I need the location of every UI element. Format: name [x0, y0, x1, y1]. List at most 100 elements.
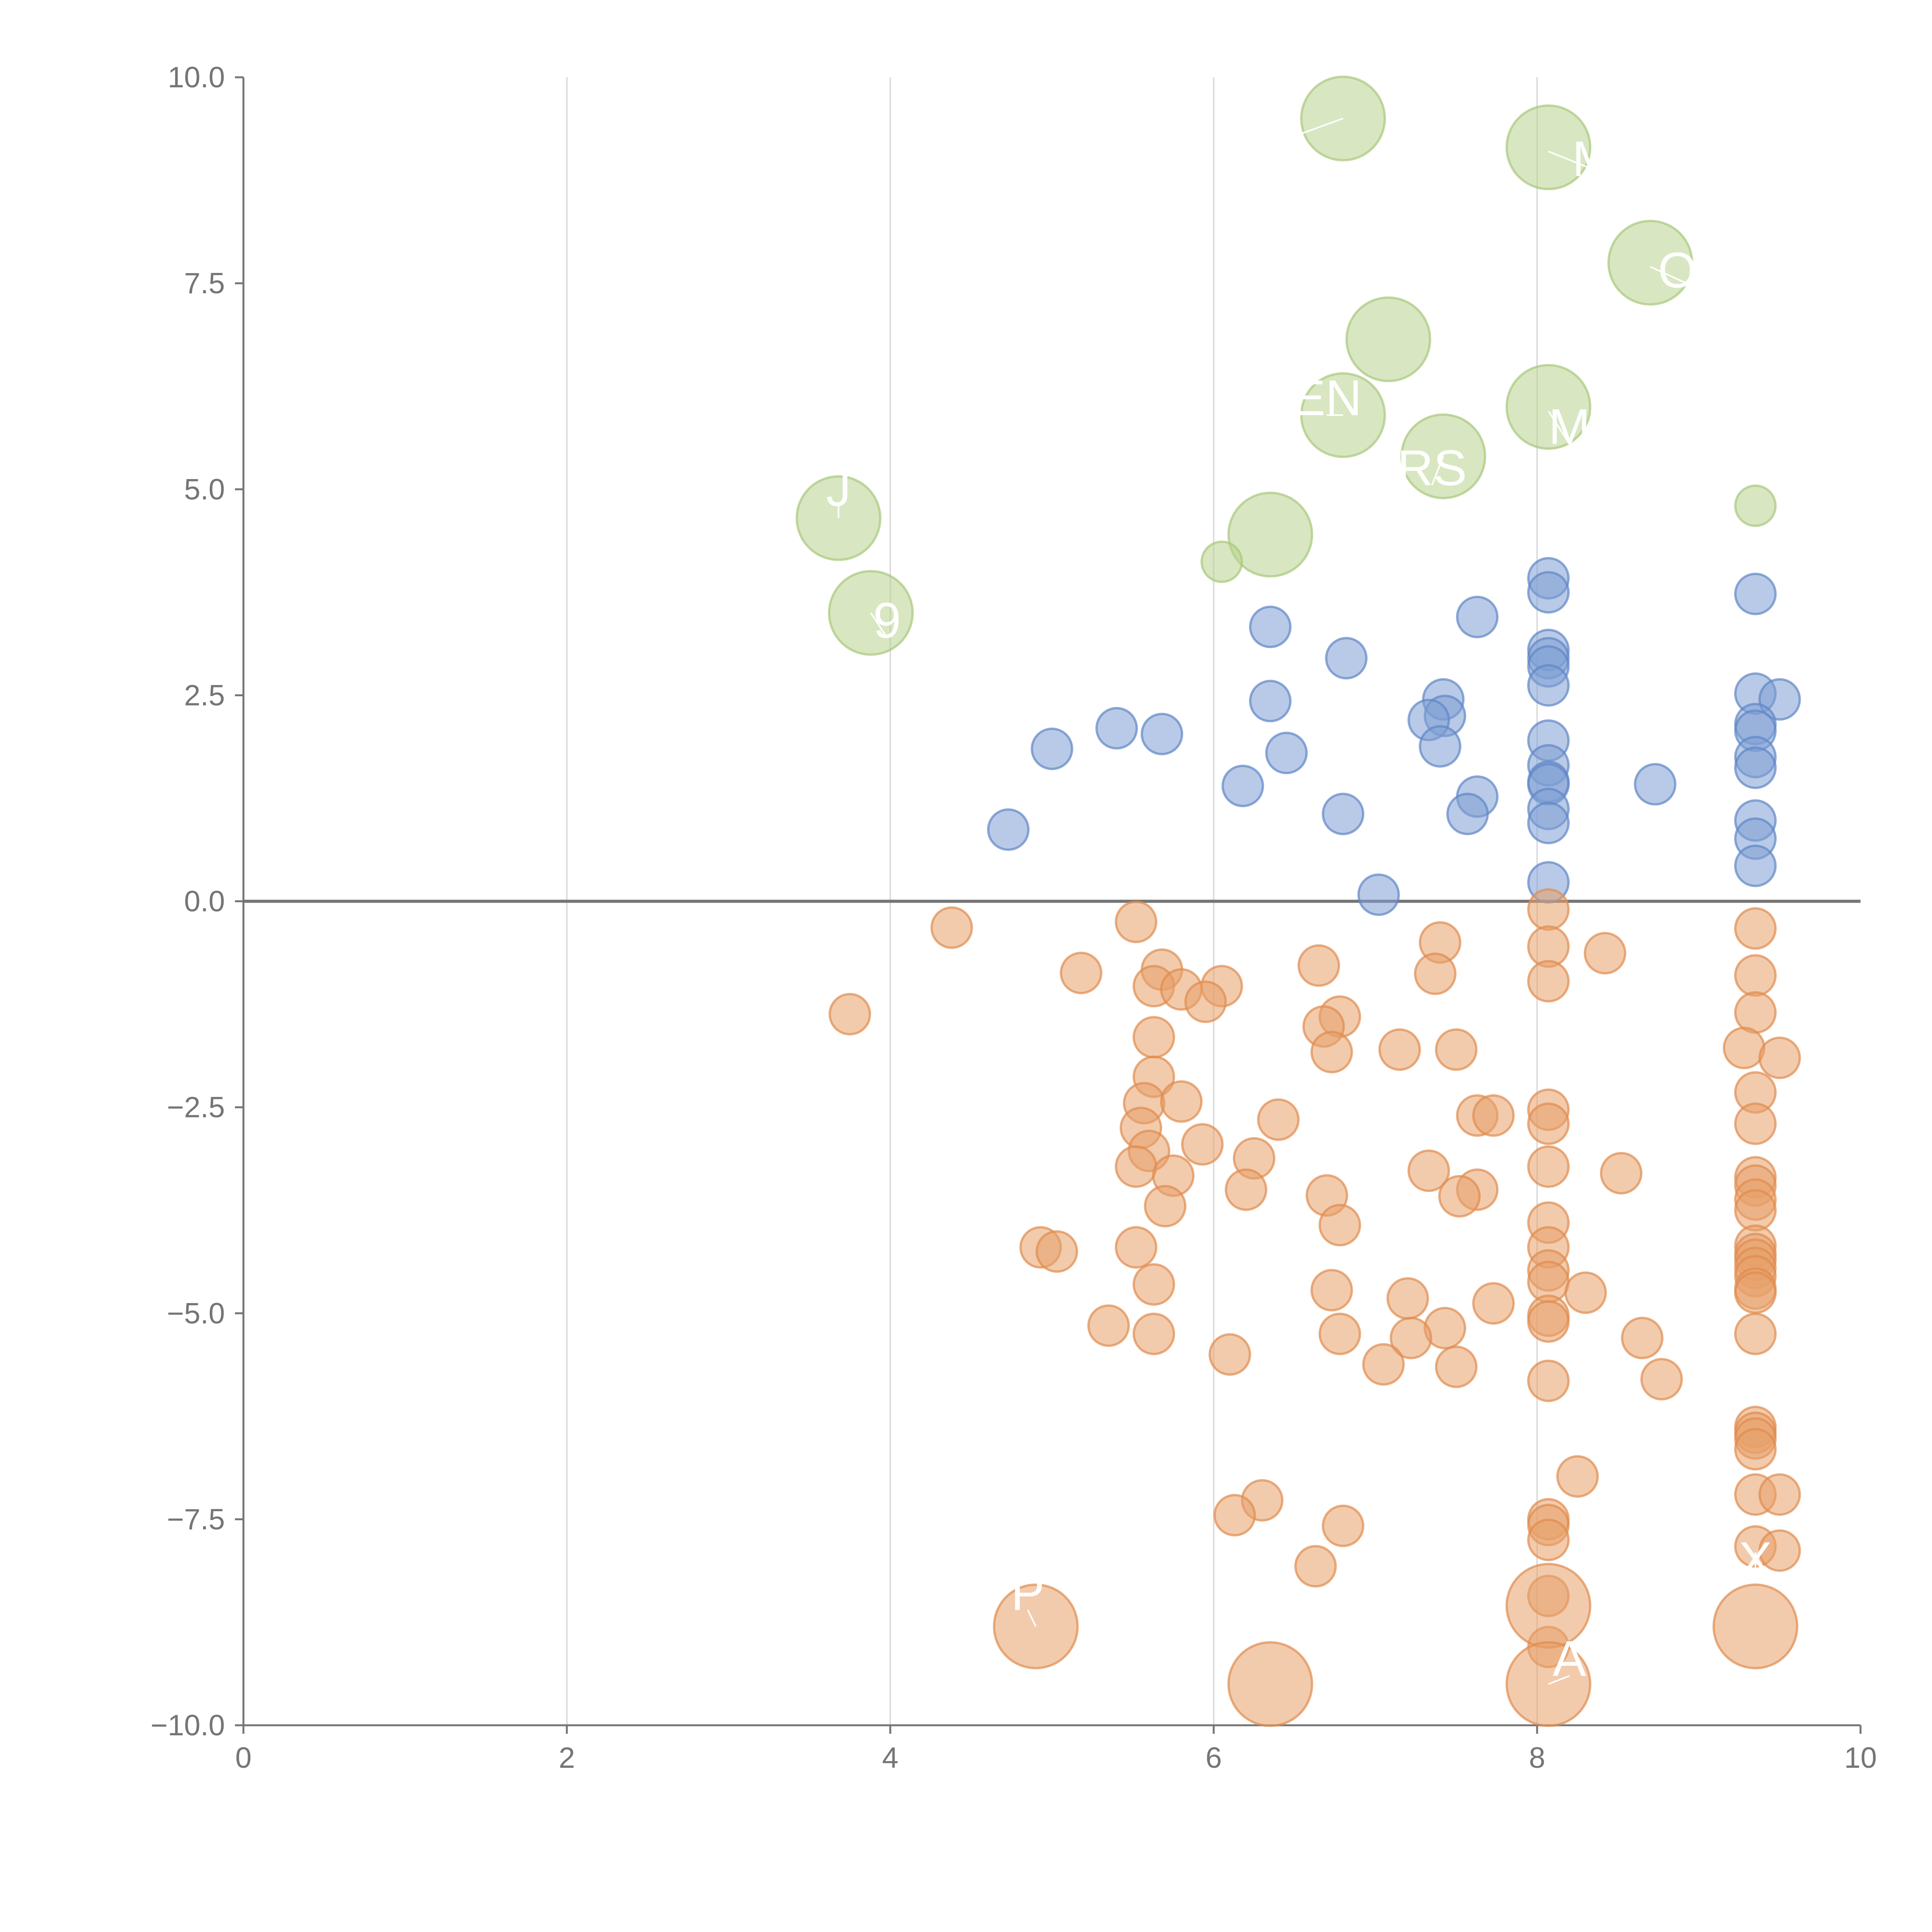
orange-point [1734, 1271, 1777, 1314]
y-tick-label: −2.5 [167, 1091, 225, 1124]
x-tick-label: 6 [1206, 1742, 1222, 1774]
blue-point [987, 808, 1030, 851]
orange-point [828, 993, 871, 1036]
y-tick-label: 10.0 [168, 61, 225, 94]
orange-point [1438, 1175, 1481, 1218]
label-leader-line [1548, 1675, 1570, 1685]
green-point [1505, 364, 1592, 450]
blue-point [1446, 793, 1489, 835]
y-tick-label: −5.0 [167, 1297, 225, 1330]
orange-point [1060, 952, 1102, 995]
point-label: M [1549, 398, 1590, 455]
y-tick-label: 0.0 [184, 885, 225, 918]
blue-point [1249, 605, 1292, 648]
point-label: MP [1572, 131, 1648, 187]
blue-point [1418, 725, 1461, 768]
y-tick-label: 5.0 [184, 473, 225, 506]
orange-point [1257, 1098, 1300, 1141]
green-point [1345, 296, 1431, 383]
orange-point [1556, 1455, 1599, 1498]
data-points [796, 75, 1801, 1727]
orange-point [1184, 980, 1227, 1023]
x-tick-label: 2 [559, 1742, 575, 1774]
orange-point [1115, 1226, 1158, 1269]
orange-point [1133, 1016, 1175, 1059]
y-tick-label: −10.0 [151, 1709, 225, 1742]
label-leader-line [1650, 266, 1696, 288]
orange-point [1414, 952, 1457, 995]
label-leader-line [1548, 151, 1611, 177]
blue-point [1634, 763, 1677, 806]
orange-point [1321, 1504, 1364, 1547]
orange-point [1734, 1189, 1777, 1232]
orange-point [1472, 1282, 1515, 1325]
orange-point [1208, 1333, 1251, 1376]
orange-point [1564, 1271, 1607, 1314]
blue-point [1141, 713, 1184, 755]
orange-point [1758, 1529, 1801, 1572]
orange-point [1298, 944, 1340, 987]
blue-point [1527, 664, 1570, 707]
point-label: X [1739, 1531, 1772, 1588]
orange-point [1734, 1102, 1777, 1145]
x-tick-label: 4 [882, 1742, 898, 1774]
orange-point [1758, 1473, 1801, 1516]
orange-point [1712, 1583, 1798, 1670]
orange-point [1734, 1313, 1777, 1355]
point-label: EN [1292, 369, 1362, 426]
point-label: A [1553, 1630, 1586, 1687]
x-tick-label: 10 [1844, 1742, 1877, 1774]
orange-point [1527, 1300, 1570, 1343]
orange-point [1734, 1428, 1777, 1471]
x-tick-label: 8 [1529, 1742, 1545, 1774]
orange-point [1527, 1145, 1570, 1188]
orange-point [1310, 1031, 1353, 1073]
orange-point [1583, 932, 1626, 975]
axes: 0 2 4 6 8 10 10.0 7.5 5.0 2.5 0.0 −2.5 −5.0 −7.5 −10.0 [151, 61, 1877, 1774]
orange-point [1527, 1359, 1570, 1402]
green-point [1734, 484, 1777, 527]
orange-point [1389, 1316, 1432, 1359]
orange-point [1318, 1204, 1361, 1247]
orange-point [1527, 1102, 1570, 1145]
orange-point [1600, 1152, 1643, 1195]
orange-point [1213, 1494, 1256, 1537]
blue-point [1357, 873, 1400, 916]
orange-point [1734, 907, 1777, 950]
label-leader-line [1431, 456, 1444, 486]
orange-point [1758, 1036, 1801, 1079]
orange-point [1115, 1145, 1158, 1188]
orange-point [1734, 991, 1777, 1034]
orange-point [1386, 1277, 1429, 1320]
orange-point [1225, 1168, 1267, 1211]
orange-point [1115, 900, 1158, 943]
orange-point [1160, 1080, 1203, 1123]
green-point [1200, 540, 1243, 583]
orange-point [1527, 960, 1570, 1003]
point-label: P [1011, 1564, 1044, 1621]
point-label: 9 [873, 592, 901, 648]
green-point [1505, 104, 1592, 190]
orange-point [1527, 888, 1570, 931]
orange-point [1378, 1028, 1421, 1071]
orange-point [1640, 1358, 1683, 1401]
orange-point [1144, 1185, 1187, 1228]
x-tick-label: 0 [235, 1742, 252, 1774]
orange-point [1734, 954, 1777, 997]
blue-point [1527, 801, 1570, 844]
orange-point [1318, 1313, 1361, 1355]
point-label: RS [1397, 440, 1467, 496]
green-point [1227, 492, 1313, 578]
y-tick-label: −7.5 [167, 1503, 225, 1536]
blue-point [1095, 707, 1138, 750]
orange-point [1435, 1345, 1478, 1388]
y-tick-label: 7.5 [184, 267, 225, 300]
orange-point [1087, 1304, 1130, 1347]
point-label: Y [1270, 94, 1303, 150]
label-leader-line [870, 612, 888, 638]
y-tick-label: 2.5 [184, 679, 225, 712]
blue-point [1321, 793, 1364, 835]
orange-point [1310, 1269, 1353, 1312]
